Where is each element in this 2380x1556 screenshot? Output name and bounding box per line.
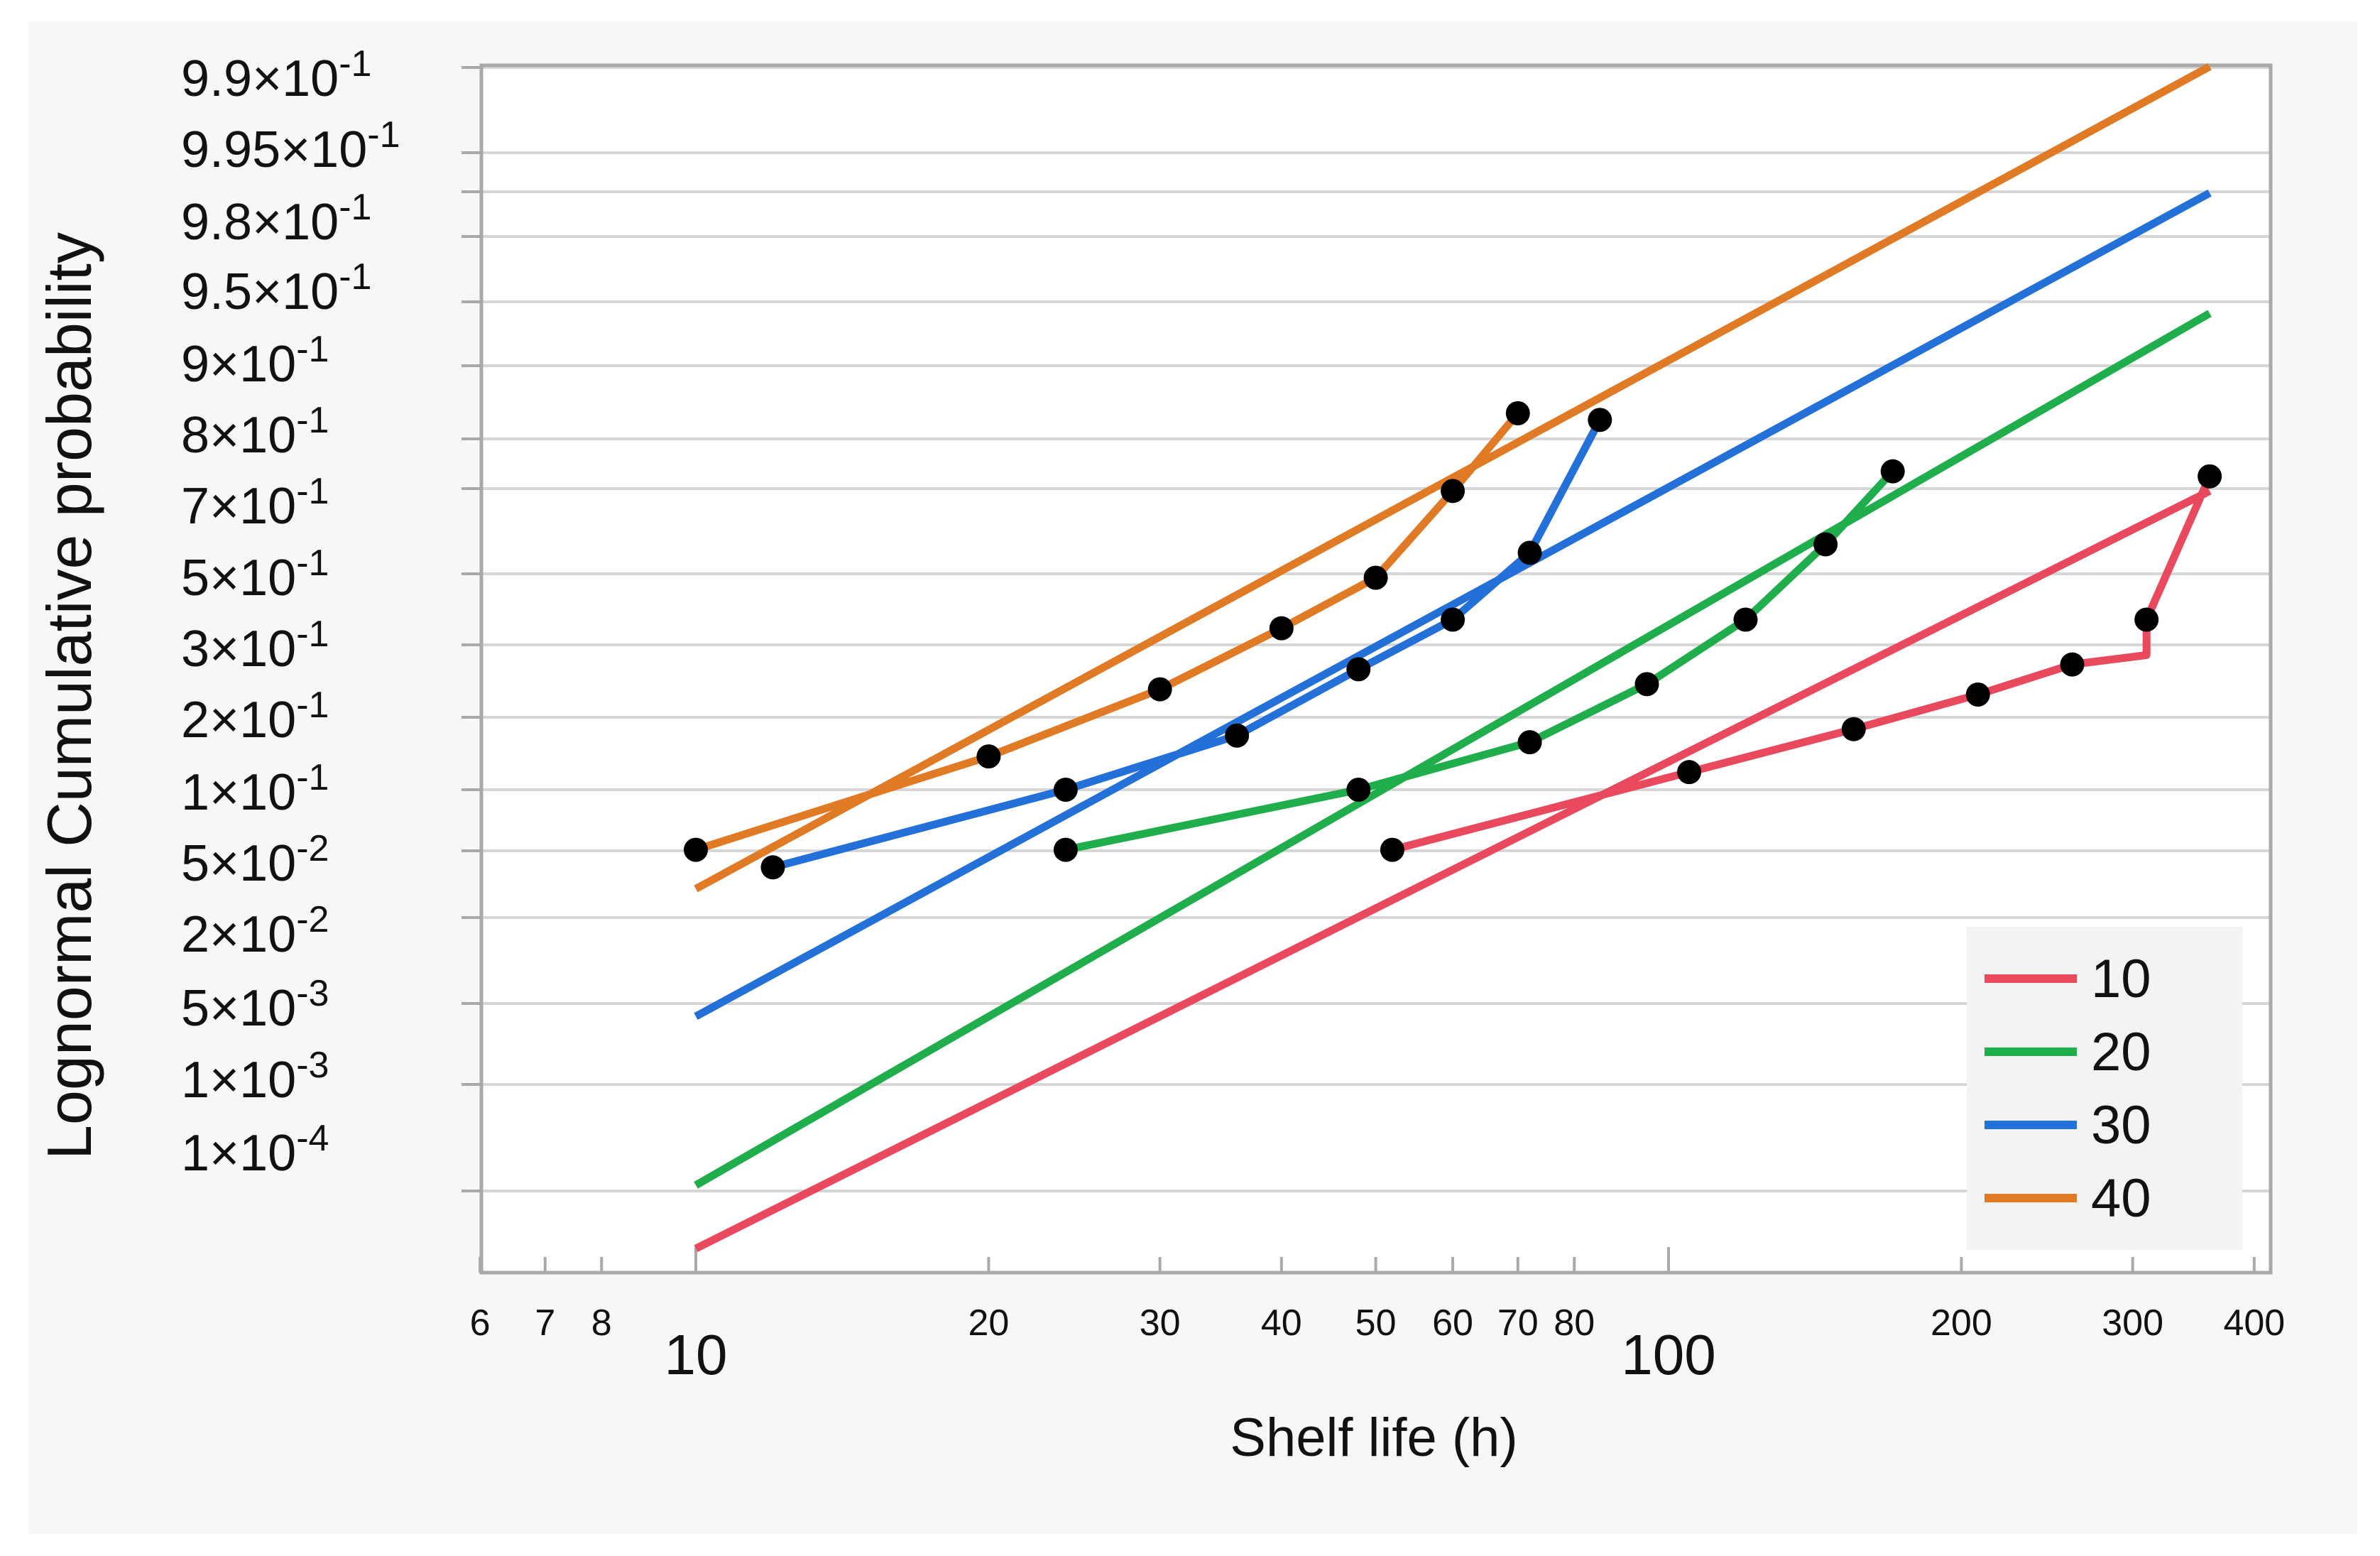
y-tick-labels: 9.9×10-1 9.95×10-1 9.8×10-19.5×10-1 9×10-1 8…	[181, 43, 400, 1182]
y-tick-label: 9.9×10-1	[181, 43, 371, 107]
data-point	[1733, 607, 1758, 632]
x-tick-labels: 6 7 8 10 20 30 40 50 60 70 80 100 200 300 400	[470, 1302, 2286, 1386]
legend-label-20: 20	[2091, 1022, 2151, 1082]
x-tick-label: 40	[1261, 1302, 1302, 1344]
y-tick-label: 1×10-3	[181, 1045, 329, 1109]
data-point	[1841, 717, 1866, 741]
fit-line-10	[694, 487, 2212, 1253]
data-point	[1517, 540, 1542, 565]
x-tick-label: 10	[665, 1323, 728, 1386]
x-tick-label: 50	[1355, 1302, 1397, 1344]
y-tick-label: 9.5×10-1	[181, 256, 371, 320]
y-tick-label: 1×10-4	[181, 1118, 329, 1182]
x-tick-label: 300	[2102, 1302, 2163, 1344]
x-tick-label: 6	[470, 1302, 491, 1344]
data-point	[1677, 760, 1702, 785]
legend-label-10: 10	[2091, 949, 2151, 1009]
fit-line-30	[694, 189, 2212, 1021]
data-point	[1346, 657, 1371, 682]
y-tick-label: 5×10-2	[181, 828, 329, 892]
data-point	[2198, 464, 2222, 489]
data-point	[1147, 677, 1172, 702]
x-tick-label: 80	[1554, 1302, 1595, 1344]
data-point	[2060, 652, 2085, 677]
y-tick-label: 9×10-1	[181, 329, 329, 393]
data-point	[1441, 479, 1465, 504]
x-tick-label: 20	[968, 1302, 1009, 1344]
data-point	[1053, 837, 1078, 862]
markers-20	[1053, 459, 1905, 862]
data-point	[1380, 837, 1404, 862]
data-point	[976, 744, 1001, 769]
markers-30	[760, 408, 1612, 880]
y-tick-label: 9.95×10-1	[181, 114, 400, 178]
data-point	[1965, 682, 1990, 707]
legend: 10 20 30 40	[1967, 927, 2242, 1250]
x-tick-label: 8	[591, 1302, 612, 1344]
y-tick-label: 8×10-1	[181, 400, 329, 464]
legend-label-30: 30	[2091, 1095, 2151, 1155]
data-point	[2134, 607, 2159, 632]
data-point	[1505, 401, 1530, 425]
y-tick-label: 1×10-1	[181, 757, 329, 821]
data-point	[1269, 616, 1294, 641]
plot-frame	[479, 63, 2273, 1275]
data-point	[1441, 607, 1465, 632]
y-tick-label: 7×10-1	[181, 471, 329, 535]
data-point	[684, 837, 708, 862]
data-point	[1363, 565, 1388, 590]
markers-10	[1380, 464, 2222, 862]
data-point	[1225, 723, 1250, 748]
data-point	[1813, 532, 1838, 557]
data-point	[1880, 459, 1905, 484]
x-tick-label: 30	[1140, 1302, 1181, 1344]
x-tick-label: 70	[1497, 1302, 1539, 1344]
data-point	[1346, 778, 1371, 802]
fit-line-40	[694, 62, 2212, 893]
data-point	[1588, 408, 1612, 432]
x-tick-label: 100	[1621, 1323, 1715, 1386]
data-point	[1053, 778, 1078, 802]
data-point	[760, 855, 785, 880]
axes	[479, 63, 2273, 1275]
y-tick-label: 9.8×10-1	[181, 187, 371, 251]
x-tick-label: 200	[1931, 1302, 1992, 1344]
data-point	[1634, 672, 1659, 697]
y-tick-label: 5×10-3	[181, 973, 329, 1037]
y-tick-label: 2×10-1	[181, 685, 329, 749]
x-tick-label: 60	[1432, 1302, 1473, 1344]
y-tick-label: 3×10-1	[181, 614, 329, 678]
data-point	[1517, 730, 1542, 755]
fit-line-20	[694, 310, 2212, 1189]
data-series	[684, 62, 2222, 1253]
x-axis-title: Shelf life (h)	[1230, 1408, 1518, 1468]
markers-40	[684, 401, 1530, 862]
legend-label-40: 40	[2091, 1168, 2151, 1229]
y-tick-label: 2×10-2	[181, 899, 329, 963]
x-tick-label: 7	[535, 1302, 555, 1344]
x-tick-label: 400	[2223, 1302, 2285, 1344]
y-axis-title: Lognormal Cumulative probability	[34, 232, 104, 1160]
y-tick-label: 5×10-1	[181, 543, 329, 606]
